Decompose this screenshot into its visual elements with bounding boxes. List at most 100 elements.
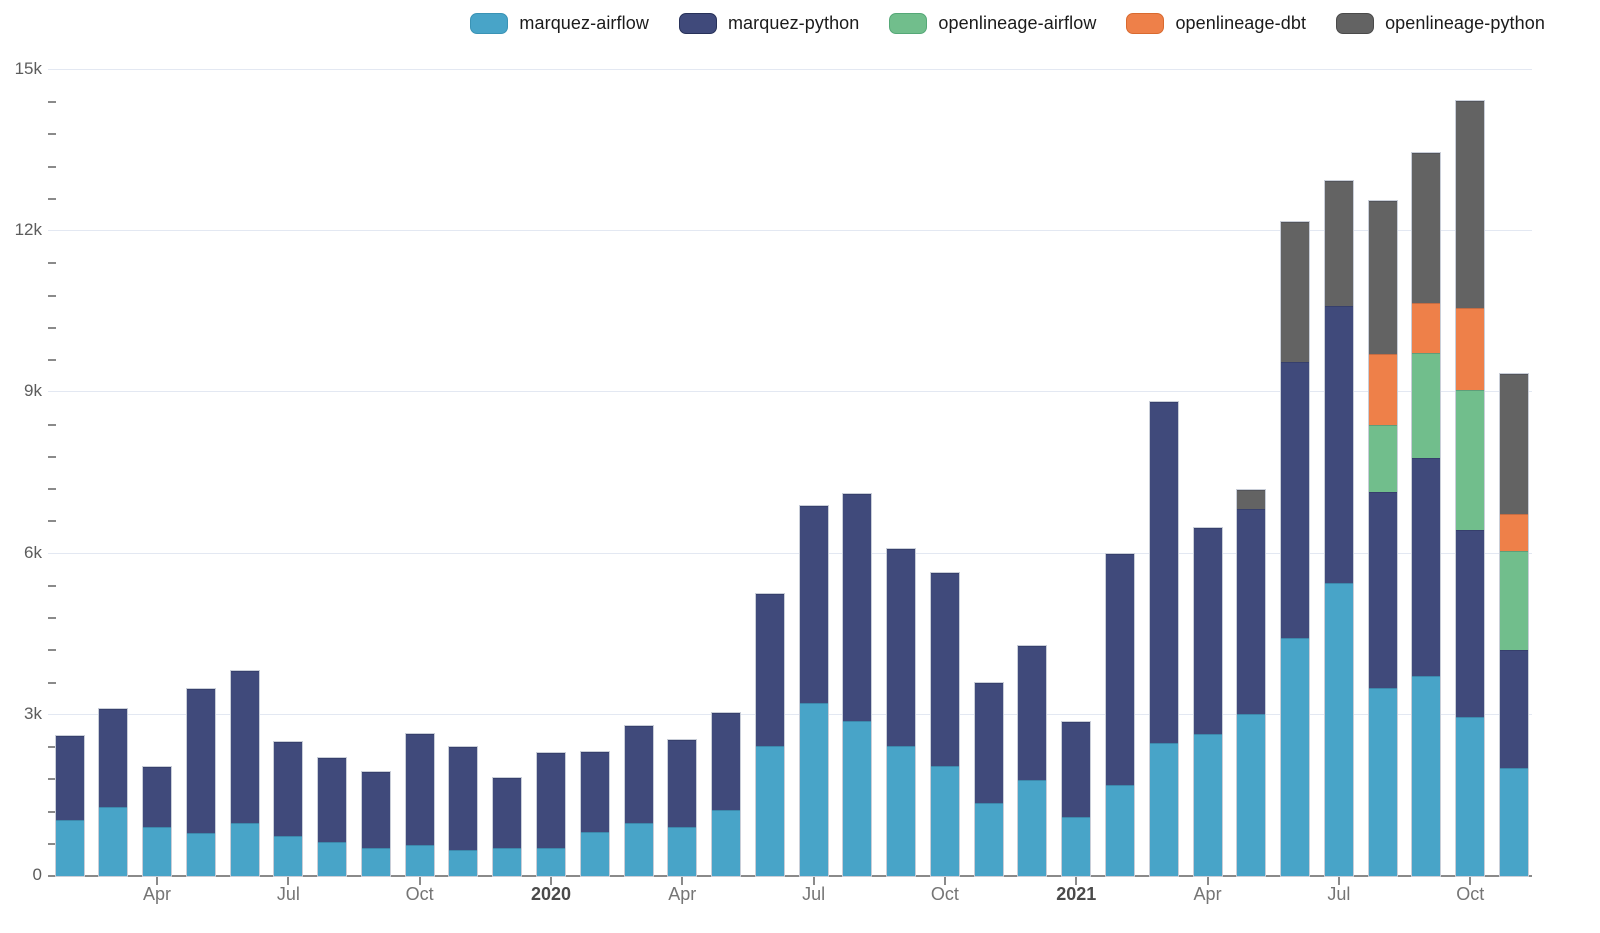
bar-Jun 2020[interactable] — [754, 592, 785, 877]
bar-Mar 2019[interactable] — [98, 707, 129, 877]
openlineage-python-segment[interactable] — [1499, 373, 1528, 514]
bar-Sep 2019[interactable] — [360, 770, 391, 877]
bar-Dec 2019[interactable] — [492, 776, 523, 877]
bar-Feb 2021[interactable] — [1105, 552, 1136, 877]
bar-Oct 2021[interactable] — [1455, 99, 1486, 877]
bar-Oct 2020[interactable] — [929, 572, 960, 877]
marquez-python-segment[interactable] — [624, 726, 653, 824]
marquez-airflow-segment[interactable] — [361, 848, 390, 876]
x-tick[interactable] — [549, 877, 552, 885]
marquez-airflow-segment[interactable] — [1281, 637, 1310, 876]
x-tick[interactable] — [1469, 877, 1472, 885]
marquez-python-segment[interactable] — [1106, 553, 1135, 786]
marquez-airflow-segment[interactable] — [887, 745, 916, 876]
marquez-airflow-segment[interactable] — [755, 745, 784, 876]
marquez-python-segment[interactable] — [755, 593, 784, 746]
marquez-python-segment[interactable] — [318, 758, 347, 842]
bar-Jul 2020[interactable] — [798, 504, 829, 877]
openlineage-dbt-segment[interactable] — [1499, 513, 1528, 551]
x-tick[interactable] — [1206, 877, 1209, 885]
marquez-python-segment[interactable] — [536, 752, 565, 848]
openlineage-python-segment[interactable] — [1281, 221, 1310, 362]
x-tick[interactable] — [418, 877, 421, 885]
bar-Mar 2020[interactable] — [623, 725, 654, 877]
marquez-airflow-segment[interactable] — [1062, 816, 1091, 876]
openlineage-dbt-segment[interactable] — [1368, 353, 1397, 425]
openlineage-dbt-segment[interactable] — [1412, 302, 1441, 353]
legend-item-openlineage-python[interactable]: openlineage-python — [1336, 13, 1545, 34]
legend-item-openlineage-airflow[interactable]: openlineage-airflow — [889, 13, 1096, 34]
openlineage-python-segment[interactable] — [1324, 180, 1353, 307]
x-tick[interactable] — [943, 877, 946, 885]
marquez-airflow-segment[interactable] — [580, 832, 609, 876]
marquez-python-segment[interactable] — [274, 741, 303, 836]
marquez-python-segment[interactable] — [1281, 361, 1310, 638]
marquez-airflow-segment[interactable] — [230, 823, 259, 876]
marquez-python-segment[interactable] — [1368, 491, 1397, 689]
marquez-python-segment[interactable] — [887, 549, 916, 746]
marquez-python-segment[interactable] — [1456, 530, 1485, 717]
marquez-python-segment[interactable] — [799, 505, 828, 703]
marquez-airflow-segment[interactable] — [143, 827, 172, 876]
bar-Apr 2020[interactable] — [667, 738, 698, 877]
bar-Aug 2019[interactable] — [317, 757, 348, 877]
openlineage-airflow-segment[interactable] — [1456, 389, 1485, 531]
bar-Apr 2019[interactable] — [142, 766, 173, 877]
marquez-airflow-segment[interactable] — [493, 847, 522, 876]
marquez-python-segment[interactable] — [1499, 650, 1528, 769]
marquez-python-segment[interactable] — [186, 689, 215, 833]
marquez-python-segment[interactable] — [1062, 721, 1091, 817]
bar-Feb 2019[interactable] — [54, 735, 85, 877]
bar-Jan 2020[interactable] — [535, 751, 566, 877]
marquez-airflow-segment[interactable] — [99, 806, 128, 876]
marquez-python-segment[interactable] — [712, 713, 741, 810]
marquez-python-segment[interactable] — [449, 747, 478, 851]
marquez-airflow-segment[interactable] — [1106, 785, 1135, 876]
legend-item-marquez-airflow[interactable]: marquez-airflow — [470, 13, 649, 34]
legend-item-openlineage-dbt[interactable]: openlineage-dbt — [1126, 13, 1306, 34]
marquez-airflow-segment[interactable] — [186, 833, 215, 876]
marquez-python-segment[interactable] — [230, 671, 259, 824]
marquez-airflow-segment[interactable] — [1149, 742, 1178, 876]
bar-May 2019[interactable] — [185, 688, 216, 877]
marquez-airflow-segment[interactable] — [318, 841, 347, 876]
marquez-airflow-segment[interactable] — [55, 820, 84, 876]
marquez-python-segment[interactable] — [493, 777, 522, 848]
marquez-airflow-segment[interactable] — [799, 702, 828, 876]
x-tick[interactable] — [812, 877, 815, 885]
openlineage-python-segment[interactable] — [1368, 200, 1397, 354]
marquez-python-segment[interactable] — [361, 771, 390, 849]
bar-May 2020[interactable] — [711, 712, 742, 877]
openlineage-dbt-segment[interactable] — [1456, 308, 1485, 390]
marquez-airflow-segment[interactable] — [1193, 734, 1222, 876]
marquez-python-segment[interactable] — [1412, 457, 1441, 676]
marquez-airflow-segment[interactable] — [405, 845, 434, 876]
marquez-python-segment[interactable] — [1193, 527, 1222, 735]
marquez-airflow-segment[interactable] — [930, 766, 959, 876]
bar-Aug 2020[interactable] — [842, 493, 873, 877]
openlineage-python-segment[interactable] — [1237, 490, 1266, 509]
marquez-airflow-segment[interactable] — [1456, 716, 1485, 876]
openlineage-airflow-segment[interactable] — [1499, 550, 1528, 651]
bar-Nov 2020[interactable] — [973, 681, 1004, 877]
bar-Oct 2019[interactable] — [404, 732, 435, 877]
openlineage-python-segment[interactable] — [1456, 100, 1485, 309]
marquez-python-segment[interactable] — [930, 573, 959, 767]
marquez-airflow-segment[interactable] — [668, 827, 697, 876]
x-tick[interactable] — [681, 877, 684, 885]
marquez-airflow-segment[interactable] — [449, 850, 478, 876]
marquez-airflow-segment[interactable] — [1324, 583, 1353, 876]
bar-Mar 2021[interactable] — [1148, 401, 1179, 877]
bar-Sep 2021[interactable] — [1411, 152, 1442, 877]
bar-Dec 2020[interactable] — [1017, 645, 1048, 877]
x-tick[interactable] — [1337, 877, 1340, 885]
openlineage-airflow-segment[interactable] — [1412, 352, 1441, 458]
openlineage-python-segment[interactable] — [1412, 153, 1441, 303]
marquez-python-segment[interactable] — [974, 682, 1003, 803]
x-tick[interactable] — [287, 877, 290, 885]
x-tick[interactable] — [1075, 877, 1078, 885]
legend-item-marquez-python[interactable]: marquez-python — [678, 13, 859, 34]
bar-Jul 2021[interactable] — [1323, 179, 1354, 877]
marquez-python-segment[interactable] — [1018, 646, 1047, 780]
bar-Feb 2020[interactable] — [579, 750, 610, 877]
